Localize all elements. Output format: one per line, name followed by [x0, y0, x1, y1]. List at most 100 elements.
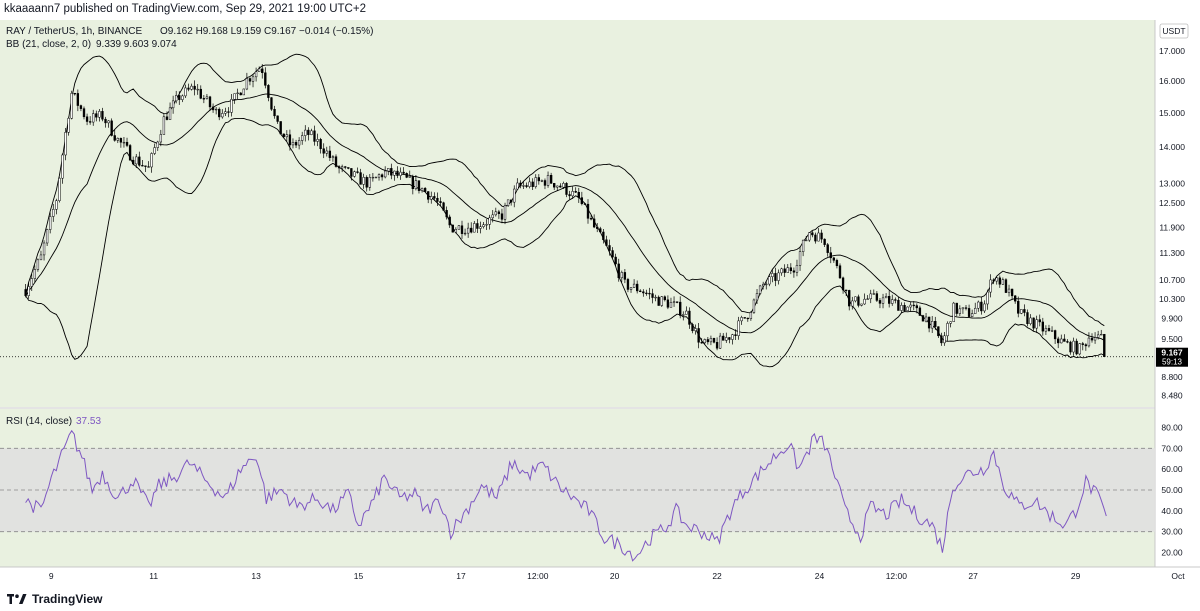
candle-body: [955, 302, 958, 314]
candle-body: [878, 300, 882, 304]
candle: [73, 92, 76, 96]
candle: [466, 222, 470, 238]
candle-body: [353, 171, 356, 177]
candle-body: [494, 211, 497, 216]
candle-body: [233, 93, 236, 100]
candle: [264, 67, 267, 89]
candle-body: [307, 129, 310, 135]
candle-body: [171, 100, 175, 109]
candle-body: [946, 323, 949, 337]
candle-body: [399, 171, 402, 176]
candle-body: [383, 170, 387, 178]
candle-body: [371, 176, 375, 179]
candle: [58, 177, 61, 203]
candle-body: [863, 298, 866, 305]
candle-body: [67, 118, 70, 133]
candle: [1053, 329, 1057, 344]
candle: [679, 296, 682, 319]
candle-body: [427, 191, 430, 200]
candle-body: [64, 132, 67, 156]
candle: [509, 199, 513, 206]
candle: [805, 235, 808, 242]
chart-area[interactable]: USDT 9.167 59:13 17.000 16.000 15.000 14.000 1…: [0, 20, 1200, 586]
candle: [869, 289, 872, 304]
candle-body: [230, 99, 233, 113]
candle-body: [599, 228, 602, 233]
candle: [144, 165, 147, 173]
candle-body: [783, 268, 786, 273]
candle: [211, 103, 215, 113]
price-tick-label: 8.480: [1161, 390, 1183, 400]
footer[interactable]: TradingView: [7, 592, 102, 606]
candle-body: [1004, 279, 1008, 293]
candle-body: [55, 200, 58, 210]
candle-body: [980, 301, 983, 312]
candle-body: [1057, 338, 1060, 344]
candle: [556, 185, 559, 191]
candle: [485, 219, 488, 230]
candle: [1044, 325, 1048, 335]
rsi-legend-label[interactable]: RSI (14, close): [6, 416, 72, 427]
candle-body: [503, 205, 507, 220]
candle-body: [76, 93, 80, 106]
time-tick-label: 29: [1071, 571, 1081, 581]
bb-legend-label[interactable]: BB (21, close, 2, 0): [6, 39, 91, 50]
candle: [175, 90, 178, 104]
candle: [344, 165, 347, 170]
candle: [340, 164, 344, 173]
symbol-legend[interactable]: RAY / TetherUS, 1h, BINANCE: [6, 26, 142, 37]
candle: [92, 109, 95, 126]
candle: [740, 315, 743, 325]
candle-body: [900, 305, 903, 311]
candle-body: [119, 138, 123, 143]
candle-body: [685, 310, 688, 315]
candle-body: [153, 147, 156, 154]
candle-body: [780, 268, 783, 274]
candle-body: [279, 121, 282, 135]
candle: [1087, 332, 1091, 348]
candle-body: [261, 68, 264, 73]
candle-body: [156, 141, 159, 148]
candle-body: [549, 175, 553, 184]
candle-body: [743, 317, 746, 319]
candle: [878, 298, 882, 309]
candle: [1057, 336, 1060, 349]
candle-body: [1103, 333, 1106, 357]
candle: [433, 192, 436, 201]
candle-body: [1013, 295, 1017, 302]
candle-body: [725, 337, 728, 341]
rsi-legend-value: 37.53: [76, 416, 101, 427]
candle-body: [940, 335, 943, 344]
candle: [574, 187, 577, 193]
candle: [353, 170, 356, 178]
candle: [559, 183, 562, 188]
candle: [288, 129, 292, 151]
candle: [473, 220, 476, 233]
candle: [350, 168, 353, 181]
candle-body: [1020, 309, 1023, 314]
candle: [780, 267, 783, 276]
rsi-axis: 80.00 70.00 60.00 50.00 40.00 30.00 20.00: [1161, 423, 1183, 558]
candle-body: [331, 156, 335, 158]
candle: [875, 290, 879, 303]
candle: [107, 120, 110, 128]
candle: [304, 125, 307, 142]
rsi-tick-label: 40.00: [1161, 506, 1183, 516]
currency-badge[interactable]: [1159, 23, 1189, 39]
candle-body: [823, 238, 826, 245]
candle-body: [205, 96, 209, 99]
candle: [832, 256, 836, 263]
candle: [718, 332, 722, 349]
candle-body: [423, 188, 427, 192]
candle-body: [1053, 330, 1057, 340]
candle: [789, 263, 793, 275]
candle-body: [884, 296, 888, 299]
candle: [568, 190, 571, 200]
candle-body: [970, 313, 974, 317]
candle-body: [629, 287, 633, 290]
candle-body: [1001, 279, 1005, 285]
candle: [986, 289, 989, 310]
candle: [761, 281, 765, 290]
candle-body: [208, 96, 212, 108]
